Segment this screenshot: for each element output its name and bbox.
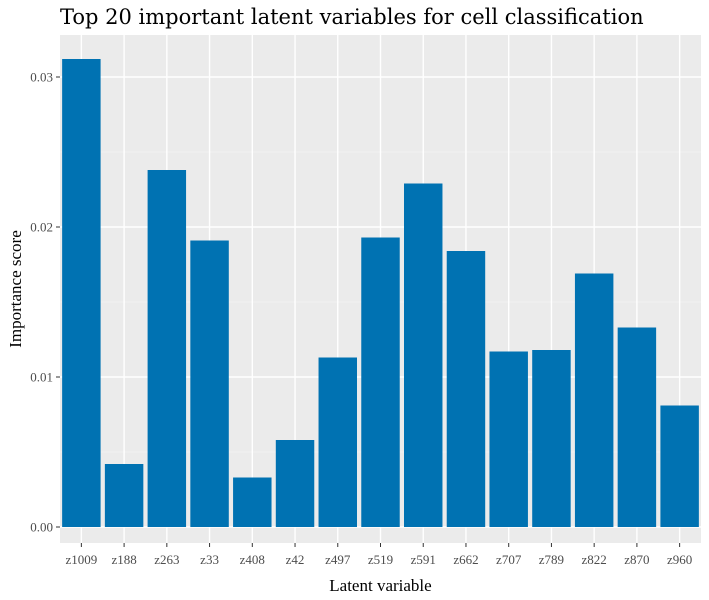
y-tick-label: 0.02 [30, 220, 53, 235]
x-tick-label: z497 [325, 552, 351, 567]
bar-z960 [660, 405, 699, 527]
x-axis: z1009 z188 z263 z33 z408 z42 z497 z519 z591 z662 z… [65, 543, 692, 567]
y-tick-label: 0.01 [30, 370, 53, 385]
bar-z497 [318, 357, 357, 527]
bar-z591 [404, 183, 443, 527]
bar-z519 [361, 237, 400, 527]
chart-title: Top 20 important latent variables for ce… [60, 5, 644, 29]
bar-z263 [147, 170, 187, 527]
bar-z1009 [62, 59, 101, 527]
x-tick-label: z33 [200, 552, 219, 567]
x-tick-label: z1009 [65, 552, 97, 567]
y-tick-label: 0.03 [30, 70, 53, 85]
x-tick-label: z591 [411, 552, 436, 567]
x-axis-title: Latent variable [329, 576, 431, 595]
bar-z822 [574, 273, 614, 527]
x-tick-label: z408 [240, 552, 265, 567]
bar-z188 [104, 464, 144, 527]
x-tick-label: z188 [111, 552, 136, 567]
bar-z42 [275, 440, 315, 527]
x-tick-label: z822 [582, 552, 607, 567]
bar-z789 [532, 350, 571, 527]
x-tick-label: z519 [368, 552, 393, 567]
x-tick-label: z662 [453, 552, 478, 567]
bar-z33 [190, 240, 229, 527]
y-axis-title: Importance score [6, 230, 25, 348]
x-tick-label: z42 [286, 552, 305, 567]
bars-group [62, 59, 699, 527]
x-tick-label: z707 [496, 552, 522, 567]
x-tick-label: z263 [154, 552, 179, 567]
bar-z408 [233, 477, 272, 527]
bar-z707 [489, 351, 528, 527]
x-tick-label: z870 [624, 552, 649, 567]
x-tick-label: z960 [667, 552, 692, 567]
y-axis: 0.00 0.01 0.02 0.03 [30, 70, 60, 535]
bar-z870 [617, 327, 657, 527]
x-tick-label: z789 [539, 552, 564, 567]
y-tick-label: 0.00 [30, 520, 53, 535]
bar-z662 [446, 251, 486, 527]
